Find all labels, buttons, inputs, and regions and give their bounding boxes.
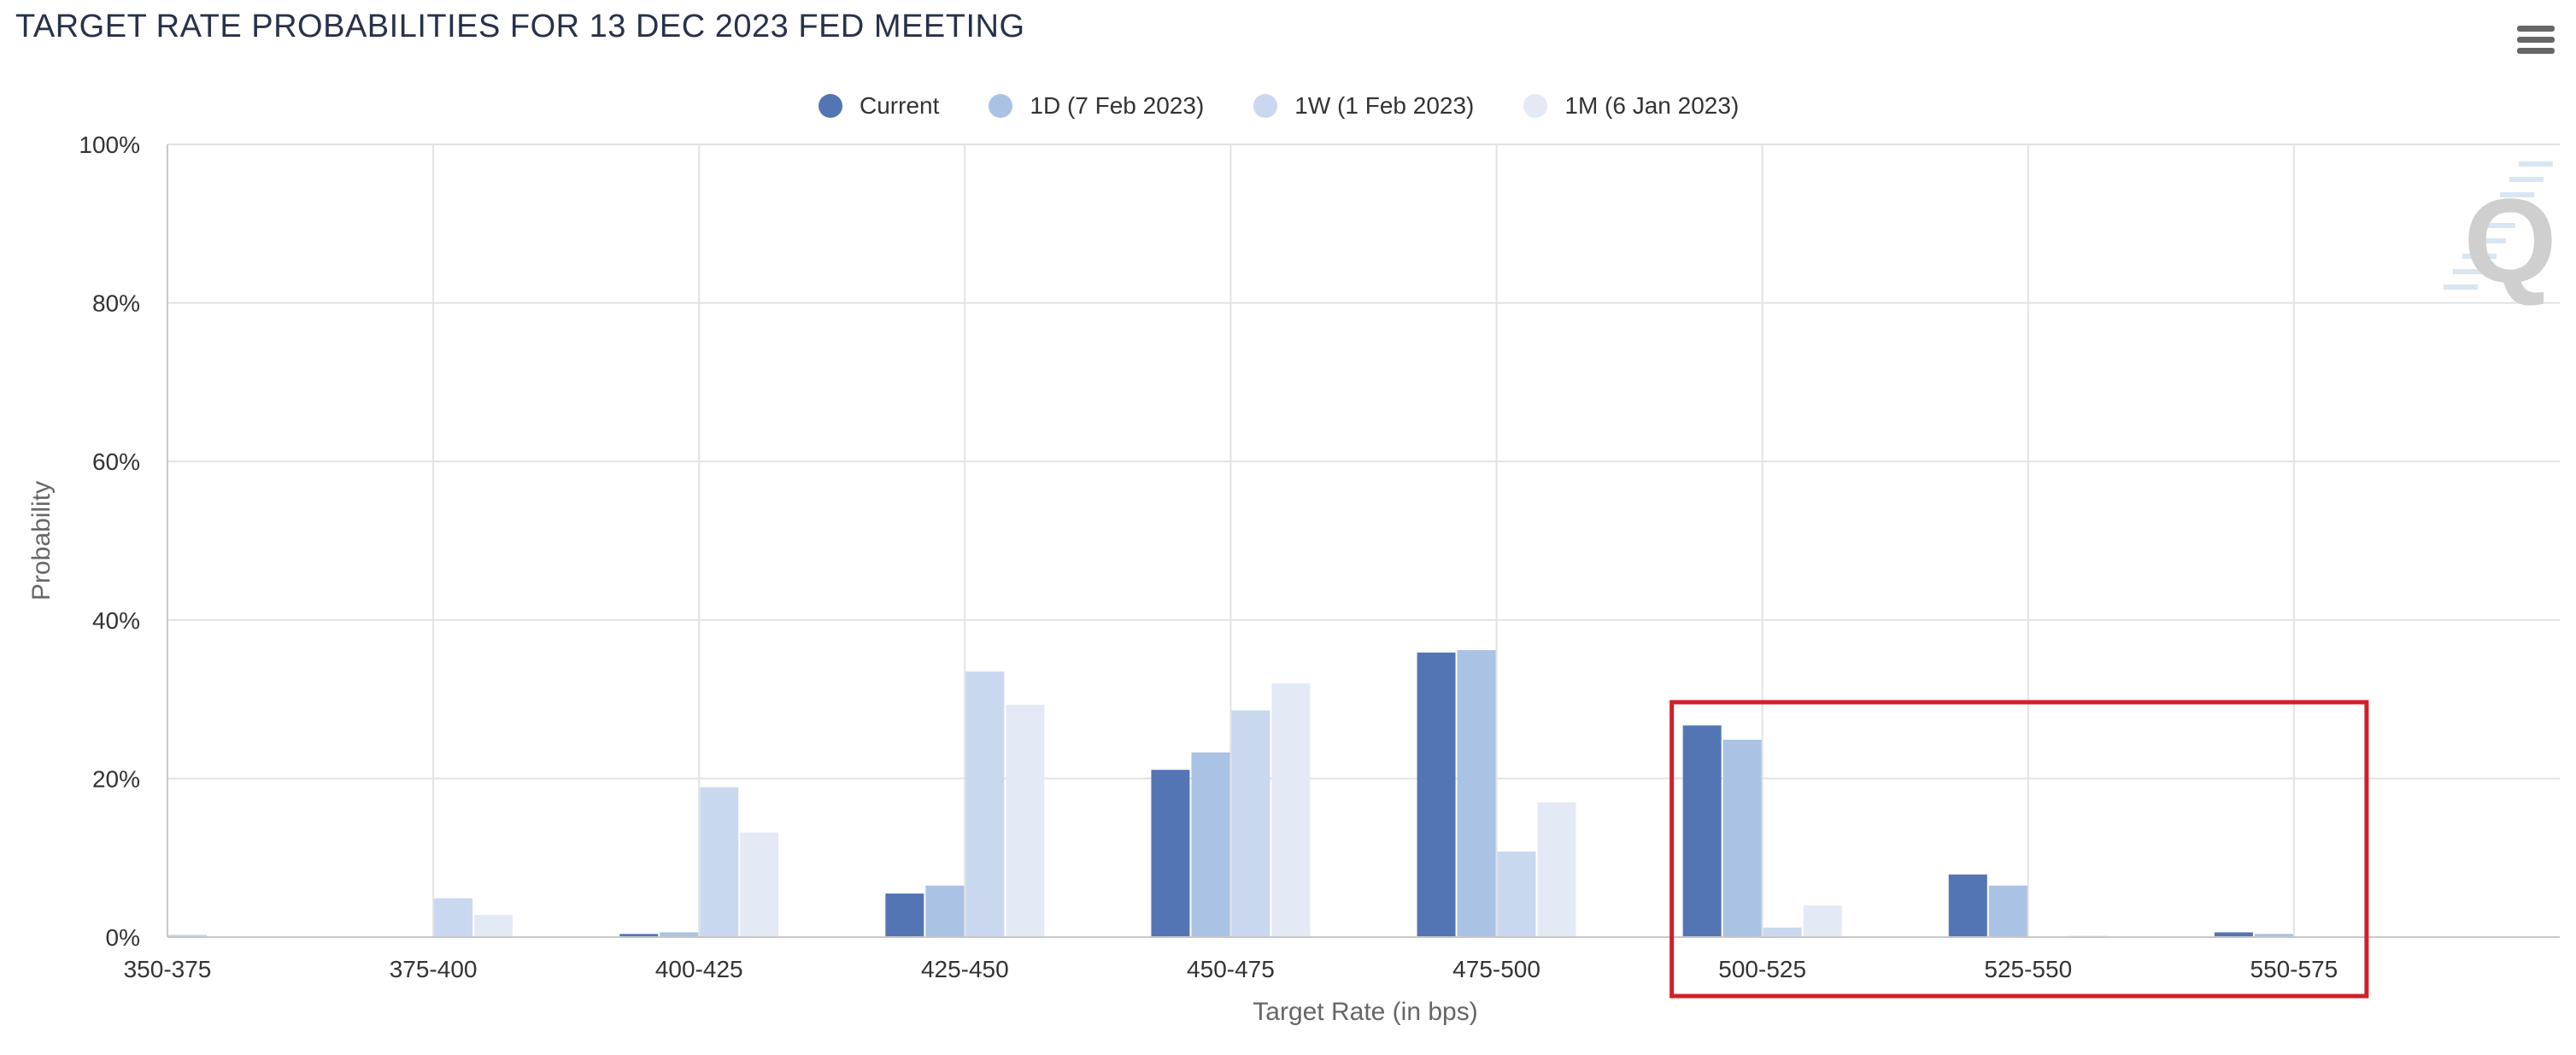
x-tick-label: 525-550 bbox=[1984, 956, 2072, 982]
bar-400-425-3 bbox=[740, 832, 779, 937]
legend-item[interactable]: Current bbox=[819, 92, 939, 120]
legend: Current 1D (7 Feb 2023) 1W (1 Feb 2023) 1M … bbox=[819, 89, 1788, 123]
bar-550-575-0 bbox=[2214, 932, 2253, 937]
bar-450-475-3 bbox=[1271, 683, 1311, 937]
hamburger-menu-icon[interactable] bbox=[2517, 26, 2555, 56]
bar-550-575-1 bbox=[2254, 934, 2293, 937]
bar-450-475-1 bbox=[1191, 752, 1230, 937]
y-tick-label: 60% bbox=[92, 448, 140, 475]
bar-500-525-3 bbox=[1803, 905, 1842, 937]
chart-title: TARGET RATE PROBABILITIES FOR 13 DEC 202… bbox=[15, 9, 1025, 44]
bar-475-500-2 bbox=[1497, 851, 1536, 937]
y-axis-title: Probability bbox=[27, 481, 56, 601]
bar-425-450-2 bbox=[965, 671, 1005, 937]
bar-350-375-2 bbox=[168, 935, 207, 937]
y-tick-label: 20% bbox=[92, 765, 140, 792]
bar-500-525-1 bbox=[1722, 739, 1762, 937]
bar-450-475-2 bbox=[1231, 710, 1270, 937]
bar-400-425-1 bbox=[660, 932, 699, 937]
legend-item[interactable]: 1W (1 Feb 2023) bbox=[1253, 92, 1474, 120]
bar-400-425-2 bbox=[700, 787, 739, 937]
legend-item[interactable]: 1D (7 Feb 2023) bbox=[989, 92, 1204, 120]
legend-label: 1M (6 Jan 2023) bbox=[1564, 92, 1740, 119]
x-tick-label: 475-500 bbox=[1452, 956, 1540, 982]
highlight-box bbox=[1669, 700, 2369, 999]
y-tick-label: 40% bbox=[92, 607, 140, 634]
legend-marker bbox=[1253, 94, 1278, 118]
bar-475-500-0 bbox=[1417, 652, 1456, 937]
bar-425-450-3 bbox=[1006, 705, 1045, 937]
bar-500-525-0 bbox=[1682, 725, 1722, 937]
x-tick-label: 500-525 bbox=[1718, 956, 1806, 982]
legend-label: Current bbox=[860, 92, 940, 119]
x-tick-label: 350-375 bbox=[124, 956, 212, 982]
legend-marker bbox=[1523, 94, 1548, 118]
legend-label: 1D (7 Feb 2023) bbox=[1030, 92, 1205, 119]
bar-525-550-1 bbox=[1988, 885, 2027, 937]
q-logo-icon: Q bbox=[2444, 161, 2557, 308]
x-tick-label: 375-400 bbox=[390, 956, 478, 982]
legend-label: 1W (1 Feb 2023) bbox=[1294, 92, 1475, 119]
legend-item[interactable]: 1M (6 Jan 2023) bbox=[1523, 92, 1739, 120]
watermark-letter: Q bbox=[2464, 173, 2557, 308]
x-axis-title: Target Rate (in bps) bbox=[1253, 998, 1477, 1026]
x-tick-label: 550-575 bbox=[2250, 956, 2338, 982]
legend-marker bbox=[819, 94, 842, 118]
x-tick-label: 400-425 bbox=[655, 956, 743, 982]
y-tick-label: 0% bbox=[106, 924, 140, 951]
bar-375-400-2 bbox=[434, 898, 473, 937]
y-tick-label: 100% bbox=[79, 132, 140, 158]
bar-475-500-3 bbox=[1537, 802, 1576, 937]
x-tick-label: 425-450 bbox=[921, 956, 1009, 982]
bar-425-450-1 bbox=[925, 885, 965, 937]
legend-marker bbox=[989, 94, 1013, 118]
bar-525-550-0 bbox=[1948, 874, 1987, 937]
bar-425-450-0 bbox=[885, 893, 924, 937]
bar-475-500-1 bbox=[1457, 650, 1496, 937]
x-tick-label: 450-475 bbox=[1187, 956, 1275, 982]
bar-500-525-2 bbox=[1763, 927, 1802, 937]
y-tick-label: 80% bbox=[92, 290, 140, 317]
bar-375-400-3 bbox=[474, 915, 513, 937]
bar-450-475-0 bbox=[1151, 770, 1190, 937]
bar-400-425-0 bbox=[619, 934, 659, 937]
